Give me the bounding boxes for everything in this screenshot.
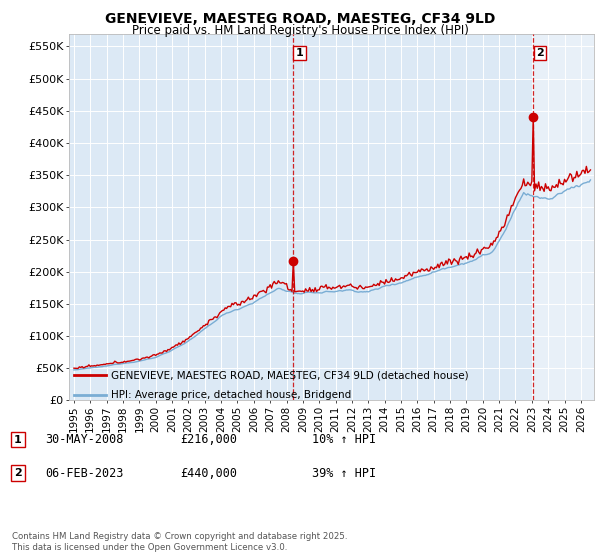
Bar [533,34,594,400]
Text: £216,000: £216,000 [180,433,237,446]
Text: 30-MAY-2008: 30-MAY-2008 [45,433,124,446]
Text: 1: 1 [296,48,304,58]
Text: 10% ↑ HPI: 10% ↑ HPI [312,433,376,446]
Text: Contains HM Land Registry data © Crown copyright and database right 2025.
This d: Contains HM Land Registry data © Crown c… [12,532,347,552]
Text: 2: 2 [14,468,22,478]
Text: 39% ↑ HPI: 39% ↑ HPI [312,466,376,480]
Text: £440,000: £440,000 [180,466,237,480]
Text: GENEVIEVE, MAESTEG ROAD, MAESTEG, CF34 9LD: GENEVIEVE, MAESTEG ROAD, MAESTEG, CF34 9… [105,12,495,26]
Text: 1: 1 [14,435,22,445]
Text: 06-FEB-2023: 06-FEB-2023 [45,466,124,480]
Text: 2: 2 [536,48,544,58]
Text: GENEVIEVE, MAESTEG ROAD, MAESTEG, CF34 9LD (detached house): GENEVIEVE, MAESTEG ROAD, MAESTEG, CF34 9… [111,370,469,380]
Text: HPI: Average price, detached house, Bridgend: HPI: Average price, detached house, Brid… [111,390,351,400]
Text: Price paid vs. HM Land Registry's House Price Index (HPI): Price paid vs. HM Land Registry's House … [131,24,469,36]
